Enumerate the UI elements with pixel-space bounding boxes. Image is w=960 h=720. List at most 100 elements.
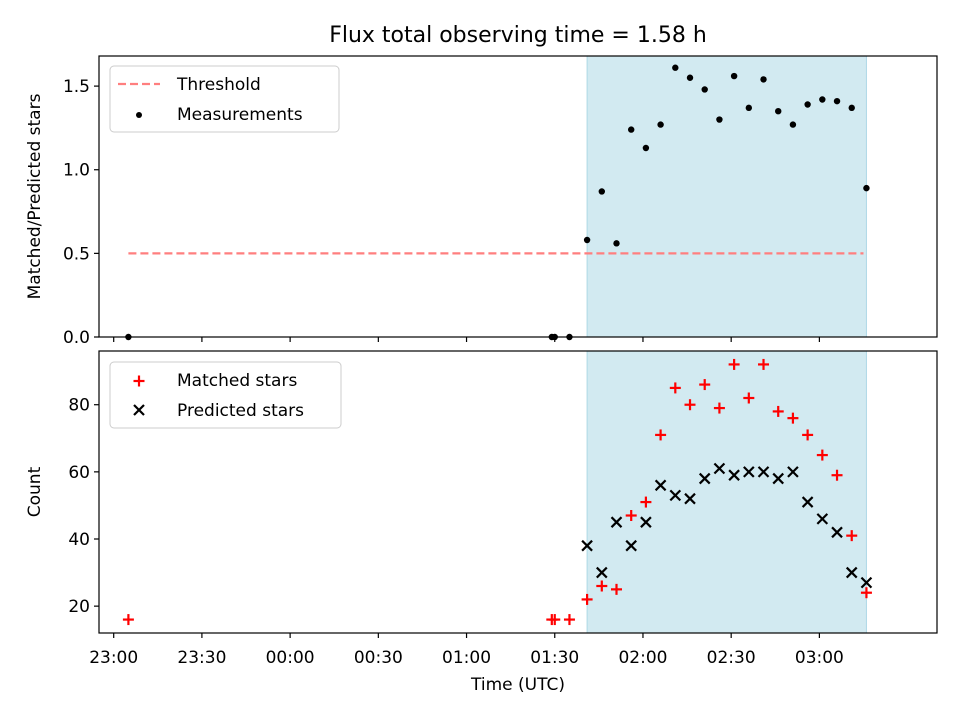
predicted-star-point	[684, 492, 696, 505]
x-tick-label: 00:30	[354, 648, 403, 668]
x-marker-b	[133, 404, 145, 416]
measurement-point	[598, 188, 605, 195]
predicted-star-point	[772, 472, 784, 485]
x-tick-label: 01:30	[530, 648, 579, 668]
y-tick-label: 1.0	[63, 161, 90, 181]
chart-title: Flux total observing time = 1.58 h	[329, 23, 707, 48]
predicted-star-point	[654, 479, 667, 492]
x-tick-label: 03:00	[795, 648, 844, 668]
measurement-point	[583, 236, 591, 244]
measurement-point	[804, 101, 811, 108]
x-marker-b	[772, 472, 784, 485]
predicted-star-point	[743, 466, 755, 478]
matched-star-point	[122, 614, 134, 626]
matched-star-point	[655, 429, 667, 441]
x-tick-label: 23:00	[89, 648, 138, 668]
y-tick-label: 20	[68, 597, 90, 617]
x-marker-b	[787, 466, 799, 478]
y-tick-label: 40	[68, 530, 90, 550]
x-tick-label: 02:30	[707, 648, 756, 668]
x-tick-label: 23:30	[177, 648, 226, 668]
legend-predicted-swatch	[133, 404, 145, 416]
matched-star-point	[625, 510, 637, 521]
predicted-star-point	[860, 576, 873, 589]
measurement-point	[613, 240, 620, 247]
legend-label: Matched stars	[177, 371, 297, 391]
matched-star-point	[772, 405, 784, 417]
measurement-point	[716, 116, 723, 123]
measurement-point	[760, 76, 767, 83]
axes-frame	[98, 55, 938, 338]
measurement-point	[642, 144, 650, 152]
x-marker-b	[698, 472, 711, 485]
matched-star-point	[563, 614, 575, 626]
legend-box	[109, 65, 340, 133]
bottom-legend: Matched stars Predicted stars	[109, 361, 342, 429]
bottom-panel: 20 40 60 80 23:00 23:30 00:00 00:30 01:00 01:30 02…	[25, 350, 938, 695]
matched-star-point	[611, 583, 623, 595]
x-marker-b	[684, 492, 696, 505]
matched-star-point	[640, 496, 652, 508]
x-marker-b	[801, 496, 814, 508]
predicted-star-point	[640, 516, 652, 528]
x-tick-label: 02:00	[618, 648, 667, 668]
legend-label: Measurements	[177, 105, 303, 125]
predicted-star-point	[610, 516, 623, 528]
measurement-point	[819, 96, 826, 103]
y-tick-label: 1.5	[63, 77, 90, 97]
y-tick-label: 0.5	[63, 244, 90, 264]
measurement-point	[863, 184, 870, 192]
predicted-star-point	[831, 526, 843, 539]
y-tick-label: 0.0	[63, 328, 90, 348]
matched-star-point	[743, 392, 755, 404]
measurement-point	[657, 121, 664, 128]
matched-star-point	[831, 469, 843, 481]
predicted-star-point	[713, 462, 726, 475]
y-axis-label: Matched/Predicted stars	[25, 93, 45, 299]
predicted-star-point	[801, 496, 814, 508]
measurement-point	[730, 72, 738, 80]
x-marker-b	[640, 516, 652, 528]
legend-label: Threshold	[176, 75, 261, 95]
predicted-star-point	[581, 539, 593, 552]
legend-box	[109, 361, 342, 429]
measurement-point	[745, 104, 753, 112]
y-tick-label: 80	[68, 396, 90, 416]
matched-star-point	[728, 358, 740, 370]
predicted-star-point	[757, 466, 770, 478]
x-marker-b	[713, 462, 726, 475]
x-marker-b	[816, 513, 829, 525]
predicted-star-point	[787, 466, 799, 478]
legend-measurement-swatch	[136, 112, 142, 118]
measurement-point	[789, 121, 797, 128]
y-axis-label: Count	[25, 466, 45, 517]
matched-star-point	[787, 412, 799, 424]
y-tick-label: 60	[68, 463, 90, 483]
legend-label: Predicted stars	[177, 401, 304, 421]
axes-frame	[98, 350, 938, 634]
top-panel: 0.0 0.5 1.0 1.5 Matched/Predicted stars Thres…	[25, 55, 938, 348]
matched-star-point	[669, 382, 681, 394]
predicted-star-point	[816, 513, 829, 525]
predicted-star-point	[845, 566, 858, 579]
x-marker-b	[831, 526, 843, 539]
measurement-point	[775, 107, 782, 115]
measurement-point	[628, 126, 635, 133]
matched-star-point	[860, 587, 872, 599]
matched-star-point	[802, 429, 814, 441]
x-tick-label: 00:00	[266, 648, 315, 668]
matched-star-point	[699, 379, 711, 391]
legend-matched-swatch	[133, 375, 145, 387]
x-marker-b	[757, 466, 770, 478]
measurement-point	[686, 74, 694, 81]
matched-star-point	[596, 580, 608, 592]
predicted-star-point	[596, 566, 608, 579]
matched-star-point	[816, 449, 828, 461]
measurement-point	[833, 97, 841, 105]
x-marker-b	[610, 516, 623, 528]
x-marker-b	[596, 566, 608, 579]
measurement-point	[701, 86, 708, 93]
x-axis-label: Time (UTC)	[470, 675, 565, 695]
x-marker-b	[654, 479, 667, 492]
